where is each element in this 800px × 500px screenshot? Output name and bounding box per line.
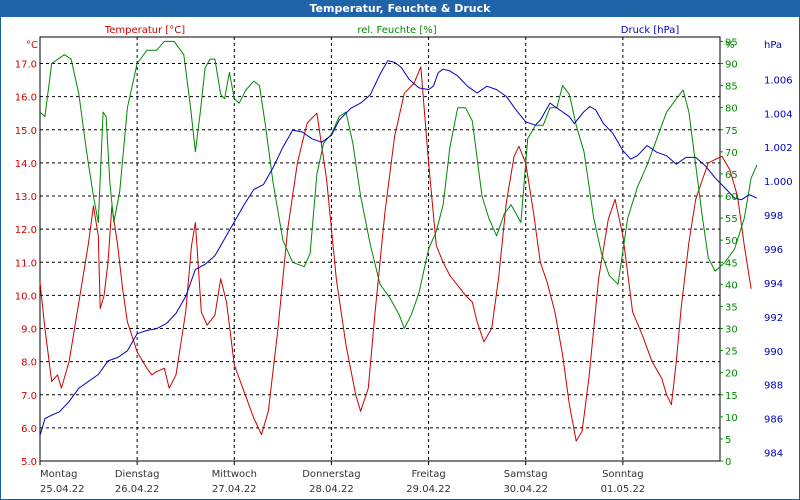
temperature-tick-label: 11.0	[15, 258, 37, 269]
humidity-tick-label: 85	[725, 82, 738, 93]
humidity-tick-label: 65	[725, 170, 738, 181]
humidity-tick-label: 40	[725, 280, 738, 291]
temperature-tick-label: 15.0	[15, 126, 37, 137]
temperature-tick-label: 17.0	[15, 60, 37, 71]
pressure-tick-label: 988	[764, 381, 783, 392]
humidity-tick-label: 50	[725, 236, 738, 247]
humidity-tick-label: 75	[725, 126, 738, 137]
pressure-line	[39, 60, 758, 436]
axis-layer: 5.0 6.0 7.0 8.0 9.0 10.0 11.0 12.0 13.0 14.0 15.0 1…	[15, 37, 793, 495]
temperature-tick-label: 10.0	[15, 291, 37, 302]
temperature-tick-label: 14.0	[15, 159, 37, 170]
pressure-tick-label: 1.000	[764, 177, 793, 188]
series-layer	[39, 40, 758, 442]
pressure-tick-label: 992	[764, 313, 783, 324]
day-label: Sonntag	[602, 469, 644, 480]
day-label: Mittwoch	[212, 469, 257, 480]
pressure-axis-label: Druck [hPa]	[621, 25, 680, 36]
day-label: Montag	[40, 469, 77, 480]
temperature-tick-label: 5.0	[21, 457, 37, 468]
humidity-tick-label: 80	[725, 104, 738, 115]
humidity-tick-label: 95	[725, 37, 738, 48]
date-label: 29.04.22	[406, 484, 451, 495]
humidity-tick-label: 45	[725, 258, 738, 269]
humidity-tick-label: 55	[725, 214, 738, 225]
humidity-tick-label: 5	[725, 435, 731, 446]
plot-area	[39, 36, 721, 462]
date-label: 25.04.22	[40, 484, 85, 495]
humidity-tick-label: 25	[725, 347, 738, 358]
humidity-tick-label: 30	[725, 325, 738, 336]
day-label: Samstag	[504, 469, 548, 480]
humidity-tick-label: 15	[725, 391, 738, 402]
temperature-tick-label: 12.0	[15, 225, 37, 236]
temperature-line	[39, 66, 752, 442]
temperature-unit: °C	[26, 40, 38, 51]
humidity-unit: %	[725, 40, 735, 51]
humidity-tick-label: 35	[725, 302, 738, 313]
pressure-tick-label: 984	[764, 449, 783, 460]
temperature-tick-label: 16.0	[15, 93, 37, 104]
pressure-unit: hPa	[764, 40, 782, 51]
temperature-axis-label: Temperatur [°C]	[104, 25, 185, 36]
pressure-tick-label: 1.006	[764, 75, 793, 86]
day-label: Dienstag	[115, 469, 160, 480]
humidity-tick-label: 60	[725, 192, 738, 203]
humidity-axis-label: rel. Feuchte [%]	[357, 25, 436, 36]
humidity-tick-label: 20	[725, 369, 738, 380]
temperature-tick-label: 7.0	[21, 391, 37, 402]
pressure-tick-label: 1.002	[764, 143, 793, 154]
pressure-tick-label: 1.004	[764, 109, 793, 120]
humidity-tick-label: 0	[725, 457, 731, 468]
pressure-tick-label: 998	[764, 211, 783, 222]
pressure-tick-label: 996	[764, 245, 783, 256]
date-label: 28.04.22	[309, 484, 354, 495]
pressure-tick-label: 990	[764, 347, 783, 358]
day-label: Freitag	[411, 469, 445, 480]
window-title: Temperatur, Feuchte & Druck	[0, 0, 800, 17]
pressure-tick-label: 986	[764, 415, 783, 426]
temperature-tick-label: 13.0	[15, 192, 37, 203]
humidity-tick-label: 10	[725, 413, 738, 424]
temperature-tick-label: 6.0	[21, 424, 37, 435]
day-label: Donnerstag	[302, 469, 360, 480]
pressure-tick-label: 994	[764, 279, 783, 290]
humidity-tick-label: 90	[725, 60, 738, 71]
date-label: 30.04.22	[503, 484, 548, 495]
date-label: 27.04.22	[212, 484, 257, 495]
gridlines	[40, 37, 720, 462]
date-label: 01.05.22	[601, 484, 646, 495]
date-label: 26.04.22	[115, 484, 160, 495]
humidity-line	[39, 40, 758, 329]
temperature-tick-label: 8.0	[21, 358, 37, 369]
humidity-tick-label: 70	[725, 148, 738, 159]
temperature-tick-label: 9.0	[21, 325, 37, 336]
